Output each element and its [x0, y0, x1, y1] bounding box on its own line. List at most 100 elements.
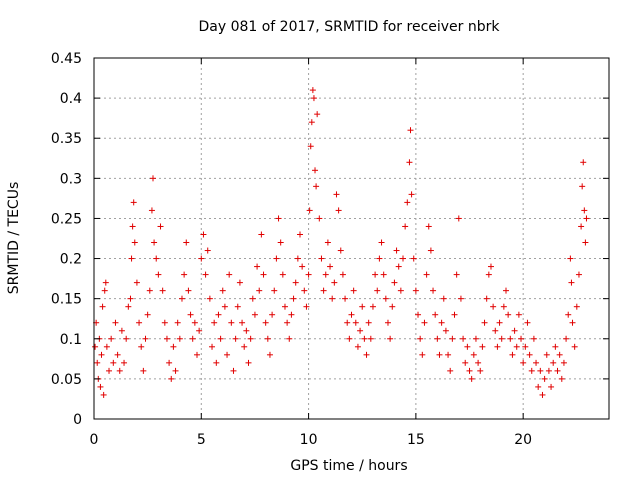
data-point: [481, 319, 488, 326]
data-point: [530, 335, 537, 342]
data-point: [239, 319, 246, 326]
data-point: [151, 239, 158, 246]
data-point: [209, 343, 216, 350]
data-point: [468, 375, 475, 382]
data-point: [548, 383, 555, 390]
data-point: [129, 223, 136, 230]
data-point: [384, 319, 391, 326]
data-point: [490, 303, 497, 310]
data-point: [100, 391, 107, 398]
data-point: [320, 287, 327, 294]
data-point: [560, 359, 567, 366]
data-point: [475, 359, 482, 366]
data-point: [387, 335, 394, 342]
data-point: [442, 327, 449, 334]
data-point: [118, 327, 125, 334]
data-point: [191, 319, 198, 326]
data-point: [528, 367, 535, 374]
data-point: [286, 335, 293, 342]
data-point: [354, 343, 361, 350]
data-point: [211, 319, 218, 326]
data-point: [251, 311, 258, 318]
data-point: [183, 239, 190, 246]
data-point: [374, 287, 381, 294]
y-tick-label: 0: [73, 412, 82, 428]
data-point: [241, 343, 248, 350]
data-point: [219, 287, 226, 294]
y-tick-label: 0.35: [51, 131, 82, 147]
data-point: [157, 223, 164, 230]
data-point: [269, 311, 276, 318]
data-point: [254, 263, 261, 270]
data-point: [573, 303, 580, 310]
data-point: [198, 255, 205, 262]
data-point: [155, 271, 162, 278]
data-point: [324, 239, 331, 246]
data-point: [372, 271, 379, 278]
data-point: [378, 239, 385, 246]
x-tick-label: 15: [407, 432, 425, 448]
data-point: [376, 255, 383, 262]
data-point: [221, 303, 228, 310]
data-point: [178, 295, 185, 302]
data-point: [297, 231, 303, 238]
data-point: [303, 303, 310, 310]
data-point: [232, 335, 239, 342]
data-point: [312, 167, 319, 174]
data-point: [314, 111, 321, 118]
data-point: [563, 335, 570, 342]
data-point: [153, 255, 160, 262]
data-point: [262, 319, 269, 326]
data-point: [108, 335, 115, 342]
grid-lines: [94, 58, 609, 419]
data-point: [581, 207, 588, 214]
data-point: [196, 327, 203, 334]
data-point: [97, 383, 104, 390]
data-point: [404, 199, 411, 206]
data-point: [535, 383, 542, 390]
y-tick-label: 0.15: [51, 292, 82, 308]
data-point: [136, 319, 143, 326]
data-point: [380, 271, 387, 278]
x-tick-label: 10: [300, 432, 318, 448]
data-point: [361, 335, 368, 342]
data-point: [339, 271, 346, 278]
data-point: [266, 351, 273, 358]
data-point: [322, 271, 329, 278]
data-point: [466, 367, 473, 374]
data-point: [449, 335, 456, 342]
data-point: [213, 359, 220, 366]
data-point: [427, 247, 434, 254]
y-tick-label: 0.3: [60, 171, 82, 187]
data-point: [457, 295, 464, 302]
data-point: [359, 303, 366, 310]
data-point: [275, 215, 282, 222]
data-point: [522, 343, 529, 350]
data-point: [140, 367, 147, 374]
data-point: [382, 295, 389, 302]
data-point: [415, 311, 422, 318]
data-point: [498, 335, 505, 342]
data-point: [174, 319, 181, 326]
data-point: [127, 295, 134, 302]
data-point: [363, 351, 370, 358]
data-point: [277, 239, 284, 246]
data-point: [313, 183, 320, 190]
data-point: [487, 263, 494, 270]
data-point: [503, 287, 509, 294]
data-point: [579, 183, 586, 190]
data-point: [479, 343, 486, 350]
data-point: [310, 95, 317, 102]
data-point: [130, 199, 137, 206]
data-point: [121, 359, 128, 366]
data-point: [294, 255, 301, 262]
data-point: [571, 343, 578, 350]
data-point: [138, 343, 145, 350]
data-point: [206, 295, 213, 302]
y-tick-label: 0.45: [51, 51, 82, 67]
data-point: [460, 335, 467, 342]
data-point: [365, 319, 372, 326]
data-point: [434, 335, 441, 342]
data-point: [342, 295, 349, 302]
